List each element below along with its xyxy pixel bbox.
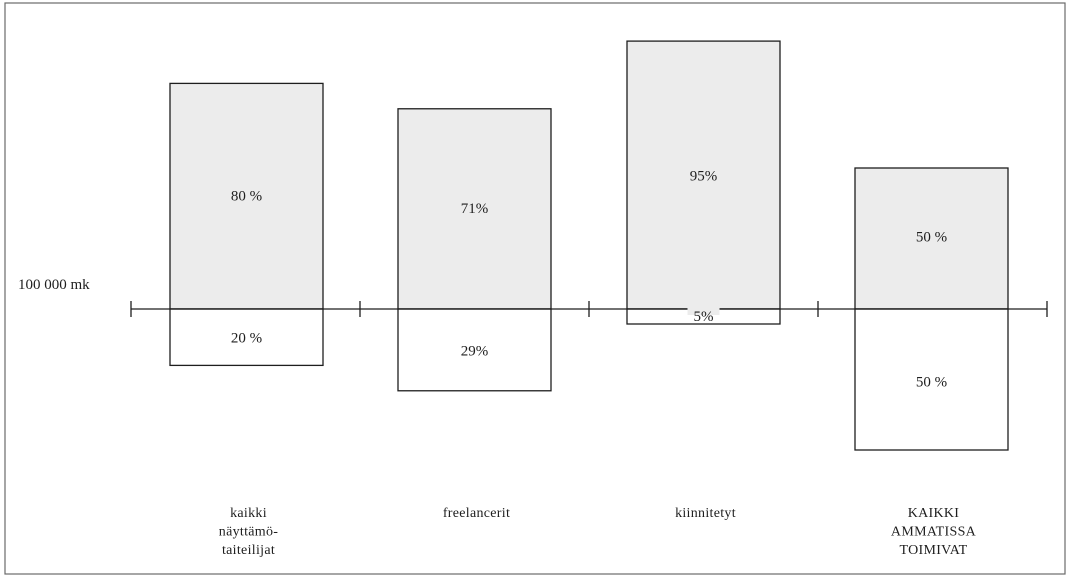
bar-above-4 <box>854 167 1009 310</box>
category-label-line: kiinnitetyt <box>675 506 736 521</box>
value-label-below-1: 20 % <box>231 330 262 346</box>
category-label-line: taiteilijat <box>222 543 275 558</box>
category-label-4: KAIKKI AMMATISSA TOIMIVAT <box>891 506 977 558</box>
category-label-line: kaikki <box>230 506 267 521</box>
value-label-above-4: 50 % <box>916 229 947 245</box>
value-label-above-3: 95% <box>690 168 718 184</box>
category-label-3: kiinnitetyt <box>675 506 736 521</box>
value-label-backdrop-3 <box>687 303 720 315</box>
category-label-line: AMMATISSA <box>891 525 977 540</box>
category-label-line: TOIMIVAT <box>900 543 968 558</box>
category-labels-group: kaikki näyttämö-taiteilijat freelancerit ki… <box>219 506 977 558</box>
category-label-line: freelancerit <box>443 506 510 521</box>
value-label-below-4: 50 % <box>916 374 947 390</box>
category-label-1: kaikki näyttämö-taiteilijat <box>219 506 278 558</box>
bar-below-2 <box>397 308 552 392</box>
bar-above-3 <box>626 40 781 310</box>
value-labels-group: 80 % 20 % 71% 29% 95% 5% 50 % 50 % <box>231 168 947 390</box>
value-label-below-2: 29% <box>461 344 489 360</box>
bar-above-1 <box>169 82 324 310</box>
bar-below-4 <box>854 308 1009 451</box>
bar-above-2 <box>397 108 552 310</box>
category-label-2: freelancerit <box>443 506 510 521</box>
value-label-above-1: 80 % <box>231 189 262 205</box>
value-label-below-3: 5% <box>694 309 714 325</box>
category-label-line: KAIKKI <box>908 506 960 521</box>
value-label-above-2: 71% <box>461 201 489 217</box>
category-label-line: näyttämö- <box>219 525 278 540</box>
reference-line-label: 100 000 mk <box>18 277 90 293</box>
reference-axis <box>130 301 1048 317</box>
bars-group <box>169 40 1009 451</box>
